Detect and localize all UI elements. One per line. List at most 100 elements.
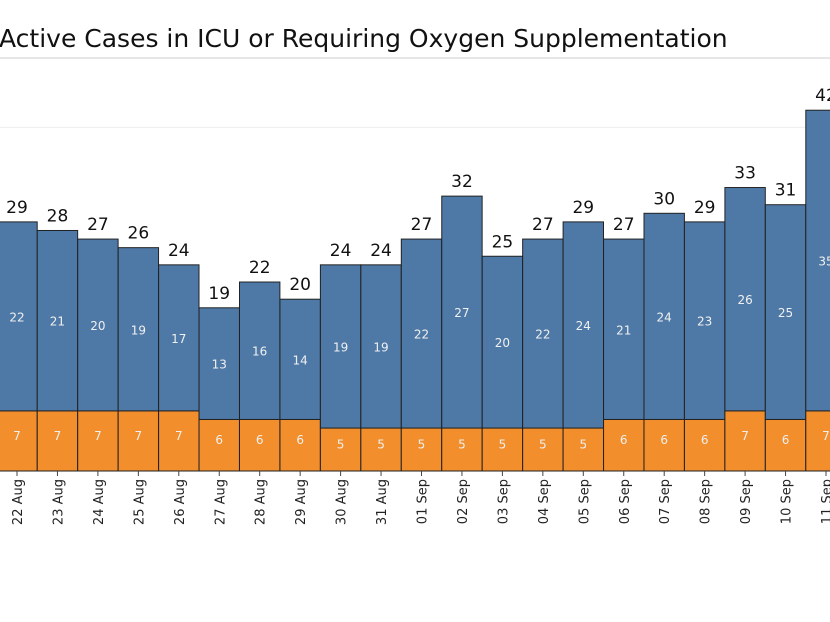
bar-segment-icu <box>319 264 362 429</box>
segment-label: 21 <box>616 323 631 337</box>
bar-segment-icu <box>562 221 604 429</box>
segment-label: 20 <box>495 336 510 350</box>
x-tick-label: 10 Sep <box>780 479 795 524</box>
segment-label: 5 <box>418 438 426 452</box>
segment-label: 22 <box>535 328 550 342</box>
segment-label: 14 <box>293 353 308 367</box>
bar-segment-icu <box>683 221 726 420</box>
x-tick-label: 04 Sep <box>537 479 552 524</box>
segment-label: 27 <box>454 306 469 320</box>
bar-segment-oxygen <box>481 427 524 472</box>
segment-label: 17 <box>171 332 186 346</box>
total-label: 25 <box>492 232 514 252</box>
total-label: 19 <box>208 284 230 304</box>
segment-label: 6 <box>296 433 304 447</box>
segment-label: 19 <box>373 340 388 354</box>
bar-segment-icu <box>0 221 38 412</box>
x-tick-label: 03 Sep <box>496 479 511 524</box>
segment-label: 19 <box>333 340 348 354</box>
x-tick-label: 23 Aug <box>51 479 66 525</box>
bar-segment-icu <box>158 264 200 412</box>
bar-segment-icu <box>805 109 830 412</box>
bar-segment-oxygen <box>319 427 362 472</box>
bar-segment-oxygen <box>279 418 321 472</box>
total-label: 42 <box>815 86 830 106</box>
segment-label: 26 <box>737 293 752 307</box>
x-tick-label: 25 Aug <box>132 479 147 525</box>
total-label: 27 <box>87 215 109 235</box>
segment-label: 24 <box>576 319 591 333</box>
x-tick-label: 11 Sep <box>820 479 830 524</box>
total-label: 27 <box>532 215 554 235</box>
segment-label: 13 <box>212 358 227 372</box>
total-label: 27 <box>613 215 635 235</box>
total-label: 29 <box>572 198 594 218</box>
total-label: 33 <box>734 164 756 184</box>
x-tick-label: 08 Sep <box>699 479 714 524</box>
segment-label: 7 <box>822 429 830 443</box>
x-tick-label: 02 Sep <box>456 479 471 524</box>
segment-label: 16 <box>252 345 267 359</box>
bar-segment-icu <box>400 238 443 429</box>
x-tick-label: 30 Aug <box>335 479 350 525</box>
x-tick-label: 06 Sep <box>618 479 633 524</box>
x-tick-label: 05 Sep <box>577 479 592 524</box>
segment-label: 7 <box>175 429 183 443</box>
bar-segment-icu <box>481 255 524 429</box>
x-tick-label: 29 Aug <box>294 479 309 525</box>
bar-segment-oxygen <box>239 418 281 472</box>
segment-label: 24 <box>657 310 672 324</box>
segment-label: 19 <box>131 323 146 337</box>
segment-label: 7 <box>741 429 749 443</box>
segment-label: 5 <box>579 438 587 452</box>
x-tick-label: 27 Aug <box>213 479 228 525</box>
total-label: 24 <box>330 241 352 261</box>
segment-label: 22 <box>9 310 24 324</box>
total-label: 28 <box>47 206 69 226</box>
x-tick-label: 26 Aug <box>173 479 188 525</box>
total-label: 20 <box>289 275 311 295</box>
bar-segment-icu <box>279 298 321 420</box>
segment-label: 6 <box>620 433 628 447</box>
total-label: 22 <box>249 258 271 278</box>
segment-label: 6 <box>660 433 668 447</box>
bar-segment-oxygen <box>764 418 807 472</box>
segment-label: 7 <box>135 429 143 443</box>
x-tick-label: 01 Sep <box>416 479 431 524</box>
bar-segment-oxygen <box>603 418 645 472</box>
segment-label: 35 <box>818 255 830 269</box>
segment-label: 7 <box>13 429 21 443</box>
bar-segment-icu <box>643 212 685 420</box>
bar-segment-icu <box>724 187 766 412</box>
total-label: 30 <box>653 189 675 209</box>
bar-segment-icu <box>603 238 645 420</box>
segment-label: 25 <box>778 306 793 320</box>
segment-label: 6 <box>701 433 709 447</box>
total-label: 27 <box>411 215 433 235</box>
chart-title: Active Cases in ICU or Requiring Oxygen … <box>0 24 728 53</box>
bar-segment-oxygen <box>805 410 830 472</box>
total-label: 24 <box>370 241 392 261</box>
segment-label: 21 <box>50 315 65 329</box>
segment-label: 5 <box>458 438 466 452</box>
segment-label: 20 <box>90 319 105 333</box>
bar-segment-icu <box>117 247 160 412</box>
segment-label: 6 <box>215 433 223 447</box>
total-label: 24 <box>168 241 190 261</box>
total-label: 29 <box>694 198 716 218</box>
segment-label: 7 <box>54 429 62 443</box>
segment-label: 23 <box>697 315 712 329</box>
bar-segment-oxygen <box>117 410 160 472</box>
segment-label: 5 <box>377 438 385 452</box>
total-label: 29 <box>6 198 28 218</box>
x-tick-label: 22 Aug <box>11 479 26 525</box>
segment-label: 6 <box>256 433 264 447</box>
bar-segment-icu <box>198 307 240 420</box>
x-tick-label: 09 Sep <box>739 479 754 524</box>
x-tick-label: 07 Sep <box>658 479 673 524</box>
total-label: 32 <box>451 172 473 192</box>
x-tick-label: 24 Aug <box>92 479 107 525</box>
total-label: 26 <box>128 224 150 244</box>
segment-label: 5 <box>337 438 345 452</box>
